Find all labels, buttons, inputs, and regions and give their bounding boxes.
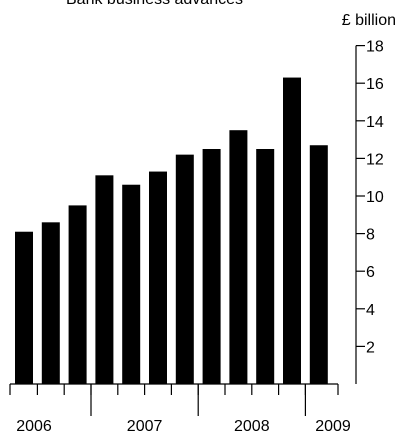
x-group-label-2006: 2006 [16, 418, 52, 435]
cropped-top-text: Bank business advances [66, 0, 243, 8]
bar-10 [256, 149, 275, 384]
y-tick-label-18: 18 [366, 39, 384, 56]
y-axis: 2 4 6 8 10 12 14 16 18 [355, 39, 384, 384]
y-tick-label-8: 8 [366, 227, 375, 244]
y-tick-label-14: 14 [366, 114, 384, 131]
bar-7 [175, 154, 194, 384]
bar-4 [95, 175, 114, 384]
y-tick-label-10: 10 [366, 189, 384, 206]
x-group-label-2009: 2009 [315, 418, 351, 435]
y-axis-unit-label: £ billion [342, 12, 396, 29]
y-tick-label-2: 2 [366, 339, 375, 356]
bar-9 [229, 130, 248, 384]
bar-2 [41, 222, 60, 384]
bar-11 [283, 77, 301, 384]
bars-group [15, 77, 328, 384]
y-tick-label-16: 16 [366, 76, 384, 93]
x-group-label-2007: 2007 [127, 418, 163, 435]
bar-1 [15, 231, 33, 384]
bar-3 [68, 205, 87, 384]
bar-6 [149, 171, 167, 384]
y-tick-label-6: 6 [366, 264, 375, 281]
bar-12 [309, 145, 328, 384]
x-group-label-2008: 2008 [234, 418, 270, 435]
bar-8 [202, 149, 221, 384]
bar-5 [122, 184, 141, 384]
x-axis: 2006 2007 2008 2009 [9, 383, 351, 435]
y-tick-label-12: 12 [366, 151, 384, 168]
y-tick-label-4: 4 [366, 302, 375, 319]
